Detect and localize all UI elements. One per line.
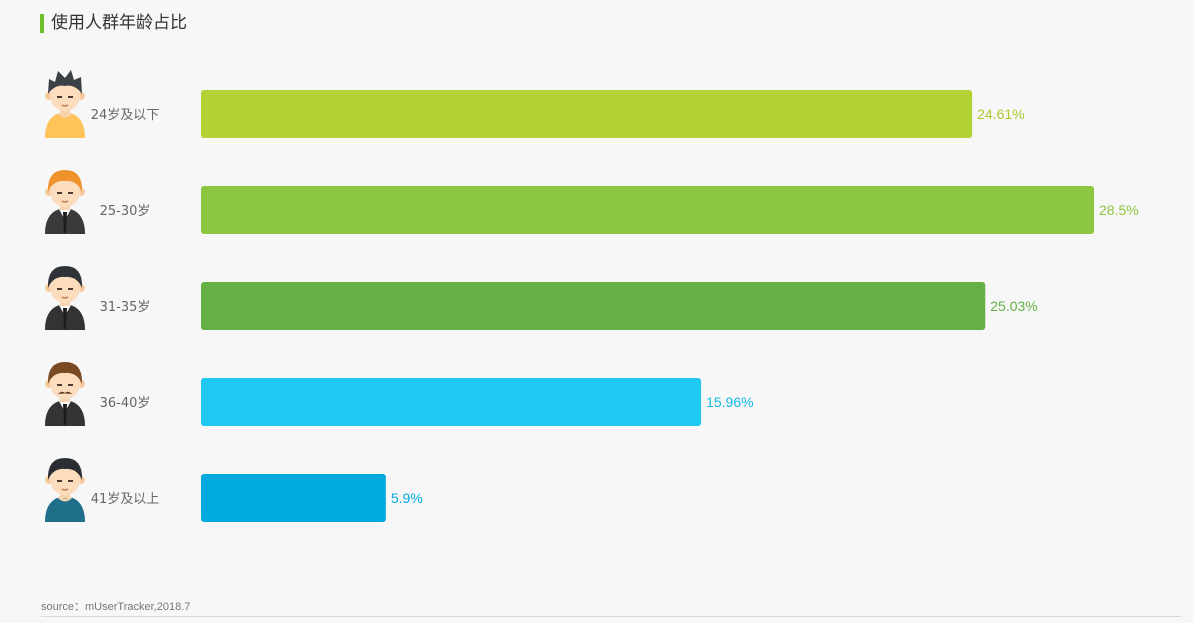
chart-title: 使用人群年龄占比 bbox=[51, 13, 187, 33]
man-mustache-suit-icon bbox=[45, 362, 85, 426]
data-label: 24.61% bbox=[977, 106, 1024, 122]
bar bbox=[201, 282, 986, 330]
boy-yellow-shirt-icon bbox=[45, 70, 85, 138]
category-label: 41岁及以上 bbox=[91, 492, 160, 507]
data-label: 15.96% bbox=[706, 394, 753, 410]
title-accent-bar bbox=[40, 13, 44, 33]
man-dark-suit-icon bbox=[45, 266, 85, 330]
category-label: 36-40岁 bbox=[100, 396, 151, 411]
data-label: 5.9% bbox=[391, 490, 423, 506]
data-label: 25.03% bbox=[990, 298, 1037, 314]
bar bbox=[201, 186, 1094, 234]
chart-title-block: 使用人群年龄占比 bbox=[40, 13, 187, 33]
man-blue-shirt-icon bbox=[45, 458, 85, 522]
bar bbox=[201, 474, 386, 522]
man-orange-hair-suit-icon bbox=[45, 170, 85, 234]
data-label: 28.5% bbox=[1099, 202, 1139, 218]
source-note: source：mUserTracker,2018.7 bbox=[41, 601, 191, 613]
category-label: 31-35岁 bbox=[100, 300, 151, 315]
bar bbox=[201, 90, 973, 138]
bar bbox=[201, 378, 702, 426]
divider bbox=[41, 616, 1181, 617]
category-label: 24岁及以下 bbox=[91, 108, 160, 123]
category-label: 25-30岁 bbox=[100, 204, 151, 219]
